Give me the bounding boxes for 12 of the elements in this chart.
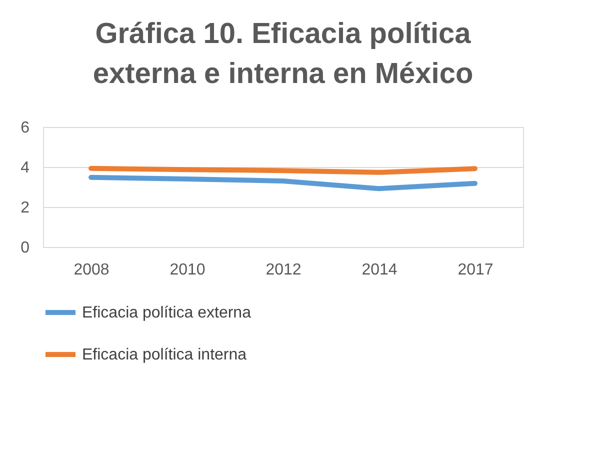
y-tick-label: 6 <box>20 120 30 136</box>
x-tick-label: 2012 <box>266 262 302 278</box>
legend-label: Eficacia política externa <box>82 304 252 322</box>
x-tick-label: 2017 <box>458 262 494 278</box>
chart-title: Gráfica 10. Eficacia política externa e interna en México <box>92 18 474 90</box>
y-tick-label: 4 <box>20 160 30 176</box>
y-tick-label: 2 <box>20 200 30 216</box>
y-tick-label: 0 <box>20 240 30 256</box>
x-tick-label: 2008 <box>74 262 110 278</box>
legend-label: Eficacia política interna <box>82 346 247 364</box>
x-tick-label: 2014 <box>362 262 398 278</box>
x-tick-label: 2010 <box>170 262 206 278</box>
